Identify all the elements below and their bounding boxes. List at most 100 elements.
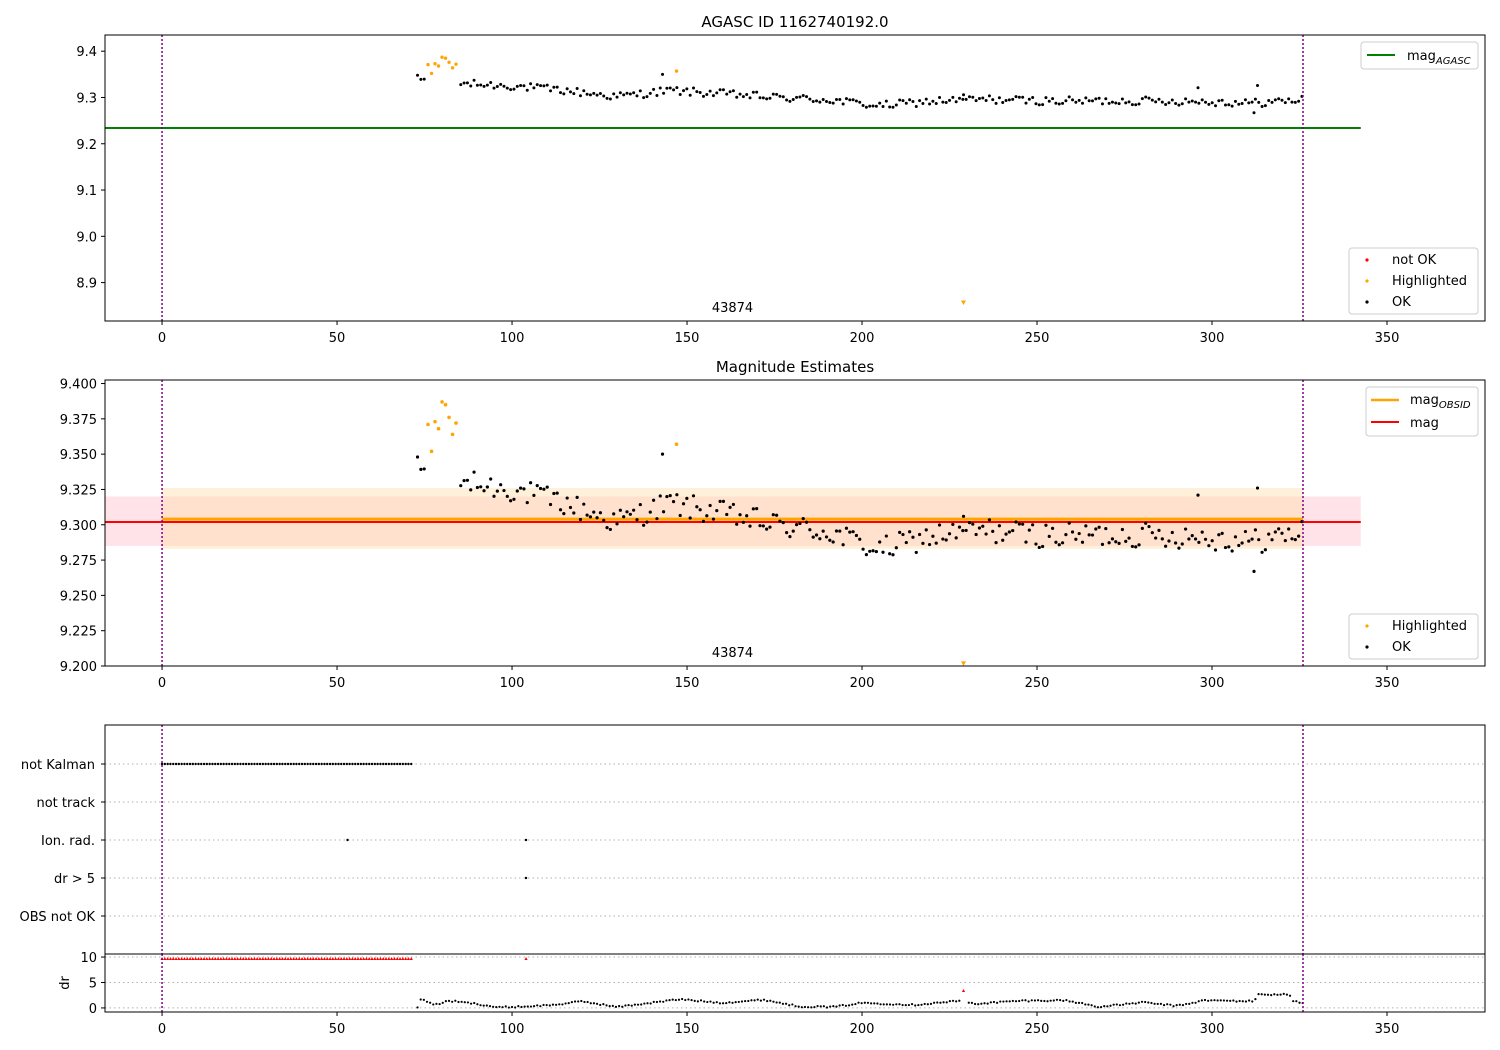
dr-ok-point — [1200, 999, 1203, 1002]
dr-ok-point — [1257, 993, 1260, 996]
ok-point — [1140, 526, 1144, 530]
not-ok-dr-marker — [266, 956, 271, 960]
dr-ok-point — [1068, 1000, 1071, 1003]
not-ok-dr-marker — [303, 956, 307, 960]
y-tick-label: 9.2 — [76, 138, 97, 153]
dr-ok-point — [429, 1001, 432, 1004]
not-kalman-point — [228, 762, 231, 766]
dr-ok-point — [422, 998, 425, 1001]
ok-point — [834, 98, 838, 102]
dr-ok-point — [851, 1003, 854, 1006]
ok-point — [415, 455, 420, 459]
dr-ok-point — [813, 1005, 816, 1009]
ok-point — [661, 510, 666, 514]
ok-point — [482, 84, 486, 88]
not-kalman-point — [376, 762, 379, 766]
highlighted-point — [454, 421, 458, 425]
dr-ok-point — [1134, 1002, 1137, 1005]
x-tick-label: 150 — [675, 676, 700, 691]
ok-point — [612, 92, 616, 96]
dr-ok-point — [1194, 1001, 1197, 1004]
ok-point — [1190, 99, 1194, 103]
ok-point — [559, 91, 563, 95]
not-ok-dr-marker — [311, 956, 315, 960]
dr-ok-point — [542, 1003, 545, 1007]
dr-ok-point — [1153, 1002, 1156, 1005]
ok-point — [642, 523, 646, 527]
dr-ok-point — [501, 1006, 504, 1009]
legend-agasc-label: magAGASC — [1407, 49, 1471, 67]
dr-ok-point — [605, 1004, 608, 1007]
dr-ok-point — [1040, 999, 1043, 1003]
ok-point — [1031, 95, 1035, 99]
highlighted-point — [443, 402, 448, 407]
ok-point — [927, 542, 932, 547]
ok-point — [954, 100, 958, 104]
y-tick-label: 5 — [89, 976, 97, 991]
ok-point — [771, 513, 775, 517]
ok-point — [1084, 96, 1088, 100]
dr-ok-point — [740, 1000, 744, 1003]
highlighted-point — [450, 66, 455, 70]
ok-point — [512, 497, 516, 501]
y-tick-label: 9.400 — [60, 378, 97, 393]
legend-mag-label: mag — [1410, 416, 1439, 431]
ok-point — [512, 87, 516, 91]
ok-point — [572, 511, 576, 515]
not-kalman-point — [390, 762, 393, 766]
ok-point — [1044, 523, 1048, 527]
ok-point — [1150, 98, 1154, 102]
not-kalman-point — [298, 762, 301, 766]
ok-point — [854, 99, 858, 103]
y-tick-label: 9.225 — [60, 625, 97, 640]
ok-point — [1223, 103, 1227, 107]
dr-ok-point — [1241, 1000, 1244, 1003]
ok-point — [652, 498, 656, 502]
ok-point — [588, 515, 593, 519]
dr-ok-point — [1128, 1002, 1131, 1005]
x-tick-label: 250 — [1025, 1022, 1050, 1037]
not-ok-dr-marker — [404, 956, 408, 960]
not-kalman-point — [289, 762, 293, 766]
ok-point — [894, 103, 898, 107]
dr-ok-point — [469, 1002, 473, 1005]
ok-point — [791, 529, 795, 533]
not-ok-dr-marker — [264, 956, 268, 960]
dr-ok-point — [655, 1000, 659, 1004]
ok-point — [542, 84, 546, 88]
ok-point — [868, 104, 872, 108]
dr-ok-point — [1021, 999, 1024, 1002]
ok-point — [1104, 526, 1108, 531]
ok-point — [785, 98, 789, 102]
dr-ok-point — [1074, 1001, 1077, 1004]
ok-point — [1120, 97, 1124, 101]
not-kalman-point — [272, 762, 276, 766]
not-kalman-point — [401, 762, 405, 766]
dr-ok-point — [933, 1001, 936, 1004]
ok-point — [502, 488, 506, 493]
ok-point — [931, 99, 935, 103]
ok-point — [648, 91, 652, 95]
legend-highlighted-label: Highlighted — [1392, 619, 1467, 634]
dr-ok-point — [1008, 1000, 1011, 1003]
not-kalman-point — [258, 762, 262, 766]
ok-point — [1283, 538, 1287, 543]
not-ok-dr-marker — [222, 956, 226, 960]
not-ok-dr-marker — [255, 956, 259, 960]
dr-ok-point — [1036, 999, 1040, 1002]
ok-point — [1177, 546, 1181, 550]
not-kalman-point — [236, 762, 239, 766]
not-kalman-point — [398, 762, 402, 766]
ok-point — [844, 97, 848, 101]
not-ok-dr-marker — [961, 989, 966, 993]
ok-point — [957, 96, 961, 100]
ok-point — [1014, 520, 1018, 524]
dr-ok-point — [696, 1000, 699, 1003]
highlighted-point — [436, 426, 441, 431]
not-kalman-point — [359, 762, 363, 766]
ok-point — [595, 516, 599, 520]
ok-point — [977, 97, 981, 101]
ok-point — [861, 547, 865, 551]
dr-ok-point — [1273, 993, 1276, 996]
ok-point — [967, 95, 971, 99]
